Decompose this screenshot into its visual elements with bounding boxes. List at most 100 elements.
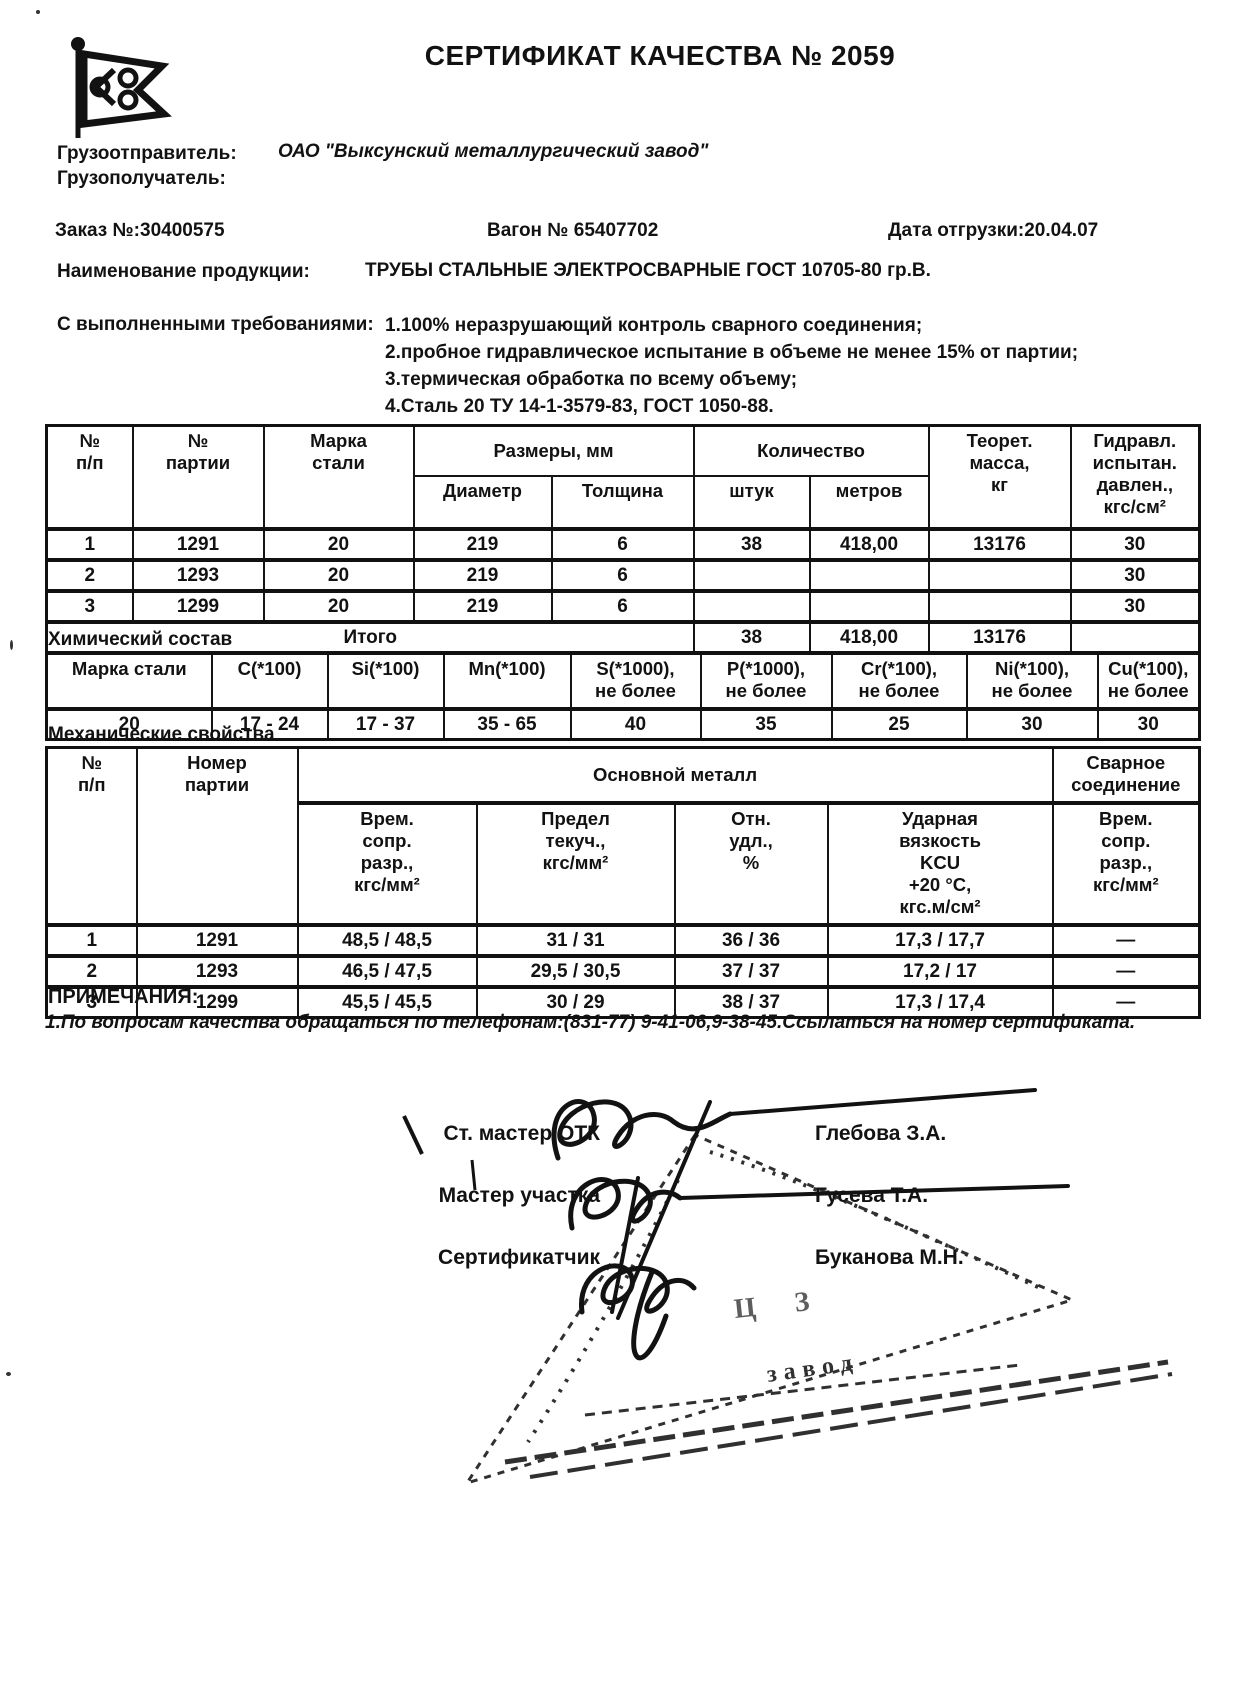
- table-cell: 3: [45, 985, 138, 1019]
- table-cell: 30: [1069, 589, 1201, 623]
- table-row: 3 1299 45,5 / 45,5 30 / 29 38 / 37 17,3 …: [45, 985, 1201, 1019]
- column-header: Марка стали: [45, 652, 213, 710]
- column-header: S(*1000), не более: [569, 652, 702, 710]
- table-cell: 46,5 / 47,5: [296, 954, 478, 988]
- column-header-weld-tensile: Врем. сопр. разр., кгс/мм²: [1051, 802, 1201, 927]
- column-header-thickness: Толщина: [550, 475, 695, 531]
- order-number: Заказ №:30400575: [55, 220, 225, 241]
- stamp-bottom-text: завод: [765, 1349, 861, 1388]
- table-cell: 2: [45, 954, 138, 988]
- signature-role: Мастер участка: [438, 1184, 600, 1207]
- column-header: Cu(*100), не более: [1096, 652, 1201, 710]
- table-row: 1 1291 48,5 / 48,5 31 / 31 36 / 36 17,3 …: [45, 923, 1201, 957]
- column-header-diameter: Диаметр: [412, 475, 553, 531]
- requirement-item: 3.термическая обработка по всему объему;: [385, 369, 798, 390]
- requirement-item: 2.пробное гидравлическое испытание в объ…: [385, 342, 1079, 363]
- table-cell: 1299: [131, 589, 265, 623]
- table-cell: 6: [550, 527, 695, 561]
- stamp-and-signatures: Ц З завод: [402, 1088, 1173, 1486]
- total-pieces: 38: [692, 620, 811, 654]
- column-header-base-metal: Основной металл: [296, 746, 1054, 805]
- column-header-num: № п/п: [45, 746, 138, 926]
- pen-slash-icon: [402, 1115, 424, 1155]
- total-label: Итого: [45, 620, 695, 654]
- table-cell: [927, 558, 1072, 592]
- table-row: 1 1291 20 219 6 38 418,00 13176 30: [45, 527, 1201, 561]
- consignee-label: Грузополучатель:: [57, 168, 226, 189]
- column-header-num: № п/п: [45, 424, 134, 530]
- table-cell: 17,3 / 17,4: [826, 985, 1054, 1019]
- table-cell: 20: [262, 558, 415, 592]
- column-header: Mn(*100): [442, 652, 572, 710]
- table-cell: —: [1051, 954, 1201, 988]
- vmz-flag-logo: [71, 37, 172, 138]
- note-item: 1.По вопросам качества обращаться по тел…: [45, 1012, 1136, 1033]
- requirements-list: 1.100% неразрушающий контроль сварного с…: [385, 312, 1078, 420]
- table-cell: 31 / 31: [475, 923, 676, 957]
- table-cell: [692, 558, 811, 592]
- stamp-fragment-text: Ц З: [732, 1285, 826, 1325]
- signature-name: Глебова З.А.: [815, 1122, 947, 1145]
- scan-noise: [36, 10, 40, 14]
- table-cell: 219: [412, 527, 553, 561]
- column-header-hydro: Гидравл. испытан. давлен., кгс/см²: [1069, 424, 1201, 530]
- column-header-pieces: штук: [692, 475, 811, 531]
- requirement-item: 4.Сталь 20 ТУ 14-1-3579-83, ГОСТ 1050-88…: [385, 396, 774, 417]
- table-cell: [808, 558, 930, 592]
- table-cell: 30: [1069, 558, 1201, 592]
- table-cell: 13176: [927, 527, 1072, 561]
- column-header-mass: Теорет. масса, кг: [927, 424, 1072, 530]
- table-cell: 30: [1069, 527, 1201, 561]
- table-cell: 30 / 29: [475, 985, 676, 1019]
- column-header-tensile: Врем. сопр. разр., кгс/мм²: [296, 802, 478, 927]
- mech-section-title: Механические свойства: [48, 724, 275, 745]
- table-cell: 1291: [131, 527, 265, 561]
- table-cell: 29,5 / 30,5: [475, 954, 676, 988]
- table-row: 2 1293 46,5 / 47,5 29,5 / 30,5 37 / 37 1…: [45, 954, 1201, 988]
- scan-noise: [6, 1372, 11, 1376]
- column-header-elongation: Отн. удл., %: [673, 802, 829, 927]
- table-cell: 38 / 37: [673, 985, 829, 1019]
- column-header: C(*100): [210, 652, 329, 710]
- table-cell: 20: [262, 527, 415, 561]
- table-cell: 48,5 / 48,5: [296, 923, 478, 957]
- signature-name: Буканова М.Н.: [815, 1246, 964, 1269]
- notes-title: ПРИМЕЧАНИЯ:: [48, 986, 199, 1008]
- table-cell: [808, 589, 930, 623]
- table-cell: 36 / 36: [673, 923, 829, 957]
- chem-section-title: Химический состав: [48, 629, 233, 650]
- column-header-impact: Ударная вязкость KCU +20 °С, кгс.м/см²: [826, 802, 1054, 927]
- column-header-batch: Номер партии: [135, 746, 299, 926]
- column-header-weld: Сварное соединение: [1051, 746, 1201, 805]
- shipper-value: ОАО "Выксунский металлургический завод": [278, 141, 709, 162]
- column-header-meters: метров: [808, 475, 930, 531]
- table-cell: 1: [45, 923, 138, 957]
- requirement-item: 1.100% неразрушающий контроль сварного с…: [385, 315, 923, 336]
- mech-table: № п/п Номер партии Основной металл Сварн…: [45, 746, 1202, 1019]
- column-header: Cr(*100), не более: [830, 652, 968, 710]
- table-cell: 6: [550, 589, 695, 623]
- table-cell: 25: [830, 707, 968, 741]
- shipper-label: Грузоотправитель:: [57, 143, 237, 164]
- table-cell: 219: [412, 558, 553, 592]
- signature-stroke-icon: [551, 1088, 1070, 1361]
- page-title: СЕРТИФИКАТ КАЧЕСТВА № 2059: [424, 40, 896, 71]
- table-row: 3 1299 20 219 6 30: [45, 589, 1201, 623]
- column-header-quantity: Количество: [692, 424, 930, 477]
- wagon-number: Вагон № 65407702: [487, 220, 659, 241]
- column-header-batch: № партии: [131, 424, 265, 530]
- table-cell: 17,2 / 17: [826, 954, 1054, 988]
- table-cell: 6: [550, 558, 695, 592]
- table-cell: 35 - 65: [442, 707, 572, 741]
- table-cell: [692, 589, 811, 623]
- column-header: P(*1000), не более: [699, 652, 833, 710]
- scan-noise: [10, 640, 13, 650]
- column-header-yield: Предел текуч., кгс/мм²: [475, 802, 676, 927]
- table-cell: 40: [569, 707, 702, 741]
- table-cell: 3: [45, 589, 134, 623]
- table-cell: 219: [412, 589, 553, 623]
- table-cell: 20: [262, 589, 415, 623]
- table-cell: —: [1051, 985, 1201, 1019]
- totals-row: Итого 38 418,00 13176: [45, 620, 1201, 654]
